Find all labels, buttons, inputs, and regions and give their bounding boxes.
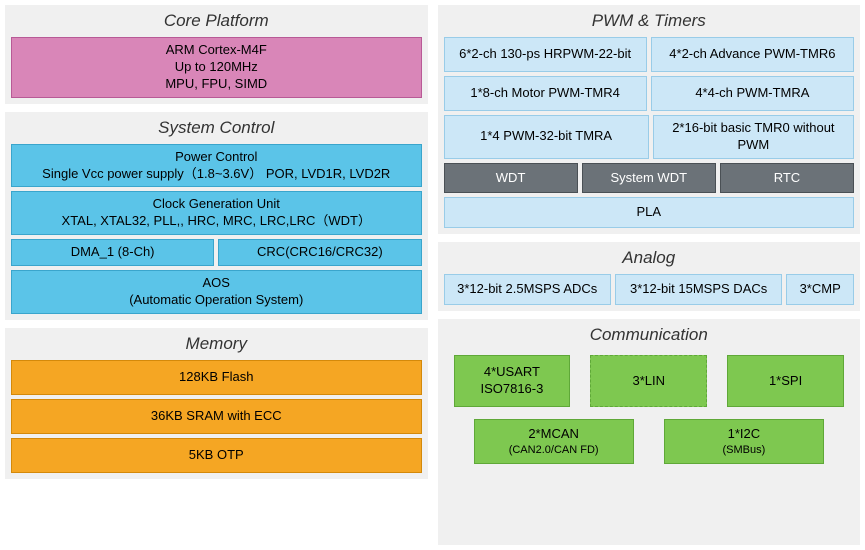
aos-box: AOS (Automatic Operation System) [11, 270, 422, 314]
swdt-box: System WDT [582, 163, 716, 194]
system-control-section: System Control Power Control Single Vcc … [5, 112, 428, 320]
tmr4-box: 1*8-ch Motor PWM-TMR4 [444, 76, 647, 111]
power-l1: Power Control [18, 149, 415, 166]
i2c-l1: 1*I2C [671, 426, 817, 443]
pwm-title: PWM & Timers [444, 11, 855, 31]
mcan-l2: (CAN2.0/CAN FD) [481, 443, 627, 457]
usart-l1: 4*USART [463, 364, 562, 381]
mem-title: Memory [11, 334, 422, 354]
memory-section: Memory 128KB Flash 36KB SRAM with ECC 5K… [5, 328, 428, 479]
hrpwm-box: 6*2-ch 130-ps HRPWM-22-bit [444, 37, 647, 72]
spi-box: 1*SPI [727, 355, 844, 407]
tmr6-box: 4*2-ch Advance PWM-TMR6 [651, 37, 854, 72]
i2c-box: 1*I2C (SMBus) [664, 419, 824, 464]
pla-box: PLA [444, 197, 855, 228]
tmra32-box: 1*4 PWM-32-bit TMRA [444, 115, 649, 159]
core-l1: ARM Cortex-M4F [18, 42, 415, 59]
aos-l2: (Automatic Operation System) [18, 292, 415, 309]
clock-l1: Clock Generation Unit [18, 196, 415, 213]
core-l2: Up to 120MHz [18, 59, 415, 76]
core-platform-section: Core Platform ARM Cortex-M4F Up to 120MH… [5, 5, 428, 104]
analog-section: Analog 3*12-bit 2.5MSPS ADCs 3*12-bit 15… [438, 242, 861, 311]
pwm-section: PWM & Timers 6*2-ch 130-ps HRPWM-22-bit … [438, 5, 861, 234]
tmra4-box: 4*4-ch PWM-TMRA [651, 76, 854, 111]
sys-title: System Control [11, 118, 422, 138]
rtc-box: RTC [720, 163, 854, 194]
dac-box: 3*12-bit 15MSPS DACs [615, 274, 782, 305]
adc-box: 3*12-bit 2.5MSPS ADCs [444, 274, 611, 305]
power-box: Power Control Single Vcc power supply（1.… [11, 144, 422, 188]
i2c-l2: (SMBus) [671, 443, 817, 457]
tmr0-box: 2*16-bit basic TMR0 without PWM [653, 115, 854, 159]
dma-box: DMA_1 (8-Ch) [11, 239, 214, 266]
aos-l1: AOS [18, 275, 415, 292]
mcan-box: 2*MCAN (CAN2.0/CAN FD) [474, 419, 634, 464]
otp-box: 5KB OTP [11, 438, 422, 473]
lin-box: 3*LIN [590, 355, 707, 407]
comm-section: Communication 4*USART ISO7816-3 3*LIN 1*… [438, 319, 861, 545]
crc-box: CRC(CRC16/CRC32) [218, 239, 421, 266]
sram-box: 36KB SRAM with ECC [11, 399, 422, 434]
power-l2: Single Vcc power supply（1.8~3.6V） POR, L… [18, 166, 415, 183]
core-box: ARM Cortex-M4F Up to 120MHz MPU, FPU, SI… [11, 37, 422, 98]
mcan-l1: 2*MCAN [481, 426, 627, 443]
core-l3: MPU, FPU, SIMD [18, 76, 415, 93]
usart-box: 4*USART ISO7816-3 [454, 355, 571, 407]
analog-title: Analog [444, 248, 855, 268]
clock-l2: XTAL, XTAL32, PLL,, HRC, MRC, LRC,LRC（WD… [18, 213, 415, 230]
core-title: Core Platform [11, 11, 422, 31]
clock-box: Clock Generation Unit XTAL, XTAL32, PLL,… [11, 191, 422, 235]
wdt-box: WDT [444, 163, 578, 194]
usart-l2: ISO7816-3 [463, 381, 562, 398]
cmp-box: 3*CMP [786, 274, 854, 305]
flash-box: 128KB Flash [11, 360, 422, 395]
comm-title: Communication [444, 325, 855, 345]
